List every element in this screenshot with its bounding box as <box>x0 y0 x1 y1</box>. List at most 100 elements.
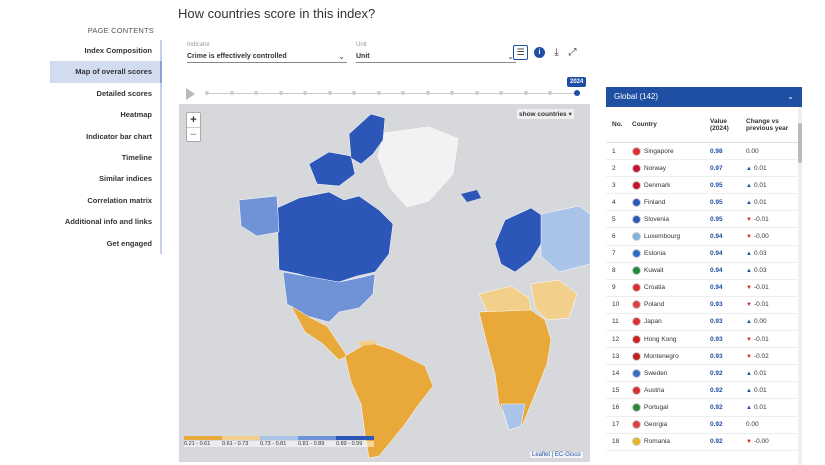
row-change: ▼ -0.00 <box>746 233 794 240</box>
timeline-tick[interactable] <box>205 91 209 95</box>
canada-shape <box>276 191 394 283</box>
table-row[interactable]: 11 Japan 0.93 ▲ 0.00 <box>606 314 802 332</box>
region-dropdown[interactable]: Global (142) ⌄ <box>606 87 802 107</box>
sidebar-item-indicator-bar-chart[interactable]: Indicator bar chart <box>50 125 162 147</box>
sidebar-item-heatmap[interactable]: Heatmap <box>50 104 162 126</box>
timeline-tick[interactable] <box>401 91 405 95</box>
row-value: 0.94 <box>710 250 723 258</box>
row-change: ▲ 0.01 <box>746 199 794 206</box>
sidebar-item-similar-indices[interactable]: Similar indices <box>50 168 162 190</box>
timeline-tick[interactable] <box>278 91 283 95</box>
timeline-tick[interactable] <box>229 91 234 95</box>
sidebar-item-map-of-overall-scores[interactable]: Map of overall scores <box>50 61 162 83</box>
row-change-value: -0.00 <box>753 438 769 446</box>
fullscreen-icon[interactable]: ⤢ <box>568 47 577 58</box>
timeline-tick[interactable] <box>425 91 430 95</box>
table-row[interactable]: 2 Norway 0.97 ▲ 0.01 <box>606 160 802 178</box>
row-country-name: Croatia <box>644 284 665 292</box>
row-country-name: Kuwait <box>644 267 664 275</box>
table-row[interactable]: 7 Estonia 0.94 ▲ 0.03 <box>606 246 802 263</box>
sidebar-item-index-composition[interactable]: Index Composition <box>50 40 162 62</box>
table-scrollbar[interactable] <box>798 107 802 465</box>
table-row[interactable]: 13 Montenegro 0.93 ▼ -0.02 <box>606 348 802 366</box>
table-row[interactable]: 10 Poland 0.93 ▼ -0.01 <box>606 297 802 314</box>
table-row[interactable]: 14 Sweden 0.92 ▲ 0.01 <box>606 365 802 383</box>
timeline-tick[interactable] <box>376 91 381 95</box>
row-change-value: 0.00 <box>746 147 759 155</box>
legend-label: 0.73 - 0.81 <box>260 441 298 447</box>
sidebar-item-timeline[interactable]: Timeline <box>50 146 162 169</box>
timeline-tick[interactable] <box>548 91 552 95</box>
legend-swatch <box>184 436 222 440</box>
table-row[interactable]: 5 Slovenia 0.95 ▼ -0.01 <box>606 211 802 229</box>
row-country-name: Romania <box>644 438 671 446</box>
play-icon[interactable] <box>186 88 195 100</box>
sidebar-item-get-engaged[interactable]: Get engaged <box>50 232 162 254</box>
row-value: 0.92 <box>710 386 723 394</box>
row-change-value: 0.01 <box>753 386 767 394</box>
row-value: 0.92 <box>710 369 723 377</box>
row-change-value: 0.01 <box>753 181 767 189</box>
row-change: ▲ 0.01 <box>746 182 794 189</box>
zoom-in-button[interactable]: + <box>190 114 197 126</box>
info-icon[interactable]: i <box>534 47 545 58</box>
row-country-name: Slovenia <box>644 215 669 223</box>
table-row[interactable]: 4 Finland 0.95 ▲ 0.01 <box>606 194 802 212</box>
timeline-tick[interactable] <box>352 91 356 95</box>
timeline-tick[interactable] <box>523 91 528 95</box>
table-row[interactable]: 16 Portugal 0.92 ▲ 0.01 <box>606 399 802 417</box>
page-contents-sidebar: PAGE CONTENTS Index Composition Map of o… <box>50 26 162 254</box>
iceland-shape <box>461 190 481 202</box>
download-icon[interactable]: ⤓ <box>554 47 559 58</box>
flag-icon <box>632 249 641 259</box>
row-change: ▲ 0.01 <box>746 387 794 394</box>
header-no[interactable]: No. <box>612 121 623 128</box>
timeline-tick[interactable] <box>254 91 258 95</box>
timeline-tick[interactable] <box>474 91 479 95</box>
filter-settings-icon[interactable]: ☰ <box>513 45 528 60</box>
timeline-tick[interactable] <box>327 91 332 95</box>
world-map[interactable] <box>179 104 590 462</box>
header-value[interactable]: Value (2024) <box>710 117 729 132</box>
row-value: 0.98 <box>710 147 723 155</box>
row-rank: 18 <box>612 438 620 446</box>
scrollbar-thumb[interactable] <box>798 123 802 163</box>
table-row[interactable]: 3 Denmark 0.95 ▲ 0.01 <box>606 177 802 195</box>
flag-icon <box>632 334 641 344</box>
flag-icon <box>632 283 641 293</box>
row-rank: 12 <box>612 335 620 343</box>
timeline-handle[interactable] <box>574 90 580 96</box>
header-country[interactable]: Country <box>632 121 657 128</box>
row-change: ▲ 0.01 <box>746 370 794 377</box>
show-countries-dropdown[interactable]: show countries ▾ <box>517 109 574 119</box>
zoom-out-button[interactable]: − <box>187 127 200 141</box>
table-row[interactable]: 1 Singapore 0.98 0.00 <box>606 143 802 161</box>
header-change[interactable]: Change vs previous year <box>746 117 789 132</box>
table-row[interactable]: 9 Croatia 0.94 ▼ -0.01 <box>606 280 802 297</box>
zoom-control[interactable]: + − <box>186 112 201 142</box>
flag-icon <box>632 317 641 327</box>
table-row[interactable]: 15 Austria 0.92 ▲ 0.01 <box>606 382 802 400</box>
sidebar-item-correlation-matrix[interactable]: Correlation matrix <box>50 189 162 212</box>
table-row[interactable]: 8 Kuwait 0.94 ▲ 0.03 <box>606 263 802 280</box>
table-row[interactable]: 12 Hong Kong 0.93 ▼ -0.01 <box>606 331 802 349</box>
timeline-tick[interactable] <box>450 91 454 95</box>
unit-select[interactable]: Unit ⌄ <box>356 50 516 63</box>
table-row[interactable]: 6 Luxembourg 0.94 ▼ -0.00 <box>606 228 802 246</box>
row-country-name: Japan <box>644 318 662 326</box>
timeline-track[interactable] <box>205 93 575 94</box>
africa-shape <box>478 309 552 427</box>
table-row[interactable]: 18 Romania 0.92 ▼ -0.00 <box>606 434 802 451</box>
row-change: ▲ 0.01 <box>746 404 794 411</box>
timeline-tick[interactable] <box>499 91 503 95</box>
sidebar-item-additional-info[interactable]: Additional info and links <box>50 211 162 233</box>
map-attribution-link[interactable]: Leaflet | EC-Gisco <box>530 452 583 458</box>
indicator-select[interactable]: Crime is effectively controlled ⌄ <box>187 50 347 63</box>
table-row[interactable]: 17 Georgia 0.92 0.00 <box>606 417 802 434</box>
timeline-tick[interactable] <box>303 91 307 95</box>
row-country: Portugal <box>632 402 710 412</box>
flag-icon <box>632 437 641 447</box>
row-value: 0.97 <box>710 164 723 172</box>
flag-icon <box>632 420 641 430</box>
sidebar-item-detailed-scores[interactable]: Detailed scores <box>50 82 162 105</box>
